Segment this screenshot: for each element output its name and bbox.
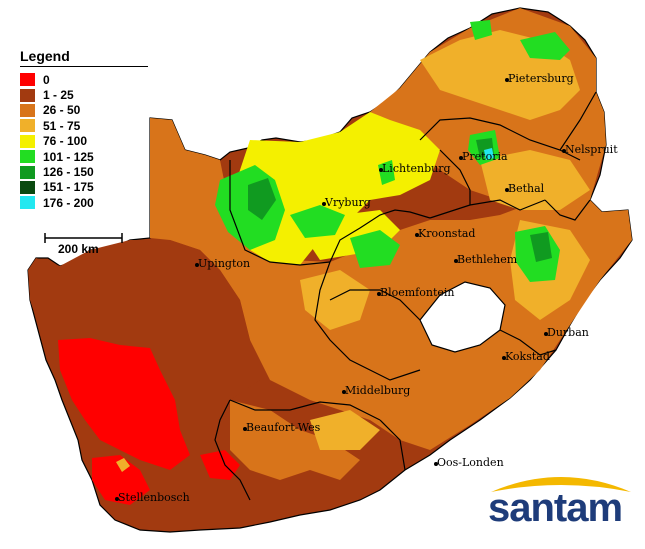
city-label: Lichtenburg: [382, 162, 451, 175]
city-label: Stellenbosch: [118, 491, 190, 504]
city-label: Nelspruit: [565, 143, 618, 156]
city-label: Kroonstad: [418, 227, 476, 240]
city-marker: [434, 462, 438, 466]
legend-item: 101 - 125: [20, 149, 94, 164]
city-marker: [454, 259, 458, 263]
city-label: Bethlehem: [457, 253, 518, 266]
legend-swatch: [20, 180, 35, 194]
city-label: Bethal: [508, 182, 545, 195]
legend-swatch: [20, 73, 35, 87]
city-marker: [377, 292, 381, 296]
legend-item: 51 - 75: [20, 118, 94, 133]
city-label: Middelburg: [345, 384, 411, 397]
city-marker: [195, 263, 199, 267]
legend-swatch: [20, 150, 35, 164]
legend-divider: [20, 66, 148, 67]
scale-label: 200 km: [58, 242, 99, 256]
legend-label: 1 - 25: [43, 88, 74, 103]
city-label: Beaufort-Wes: [246, 421, 321, 434]
legend-swatch: [20, 88, 35, 102]
city-marker: [115, 497, 119, 501]
legend-swatch: [20, 196, 35, 210]
city-marker: [544, 332, 548, 336]
city-marker: [342, 390, 346, 394]
city-marker: [379, 168, 383, 172]
legend-title: Legend: [20, 48, 70, 64]
legend-swatch: [20, 119, 35, 133]
city-label: Durban: [547, 326, 589, 339]
legend-swatch: [20, 134, 35, 148]
legend-label: 76 - 100: [43, 134, 88, 149]
city-label: Upington: [198, 257, 251, 270]
city-marker: [415, 233, 419, 237]
scale-bar: [44, 233, 123, 243]
city-marker: [459, 156, 463, 160]
legend-label: 0: [43, 72, 50, 87]
city-marker: [505, 188, 509, 192]
city-marker: [243, 427, 247, 431]
province-borders: [214, 91, 597, 501]
city-marker: [322, 202, 326, 206]
legend-swatch: [20, 165, 35, 179]
santam-logo: [491, 477, 631, 492]
city-label: Bloemfontein: [380, 286, 455, 299]
legend-item: 26 - 50: [20, 103, 94, 118]
legend-item: 0: [20, 72, 94, 87]
legend-label: 151 - 175: [43, 180, 94, 195]
legend-item: 126 - 150: [20, 164, 94, 179]
legend-label: 126 - 150: [43, 165, 94, 180]
legend-item: 1 - 25: [20, 87, 94, 102]
city-marker: [505, 78, 509, 82]
legend-label: 101 - 125: [43, 149, 94, 164]
lesotho: [419, 281, 506, 353]
city-label: Oos-Londen: [437, 456, 504, 469]
city-marker: [502, 356, 506, 360]
city-label: Pretoria: [462, 150, 508, 163]
city-label: Vryburg: [325, 196, 371, 209]
logo-text: santam: [488, 486, 623, 530]
city-label: Kokstad: [505, 350, 550, 363]
city-label: Pietersburg: [508, 72, 574, 85]
legend-label: 26 - 50: [43, 103, 81, 118]
legend-item: 76 - 100: [20, 134, 94, 149]
legend-item: 151 - 175: [20, 180, 94, 195]
city-marker: [562, 149, 566, 153]
legend-item: 176 - 200: [20, 195, 94, 210]
legend-label: 176 - 200: [43, 195, 94, 210]
legend-label: 51 - 75: [43, 118, 81, 133]
legend-swatch: [20, 103, 35, 117]
